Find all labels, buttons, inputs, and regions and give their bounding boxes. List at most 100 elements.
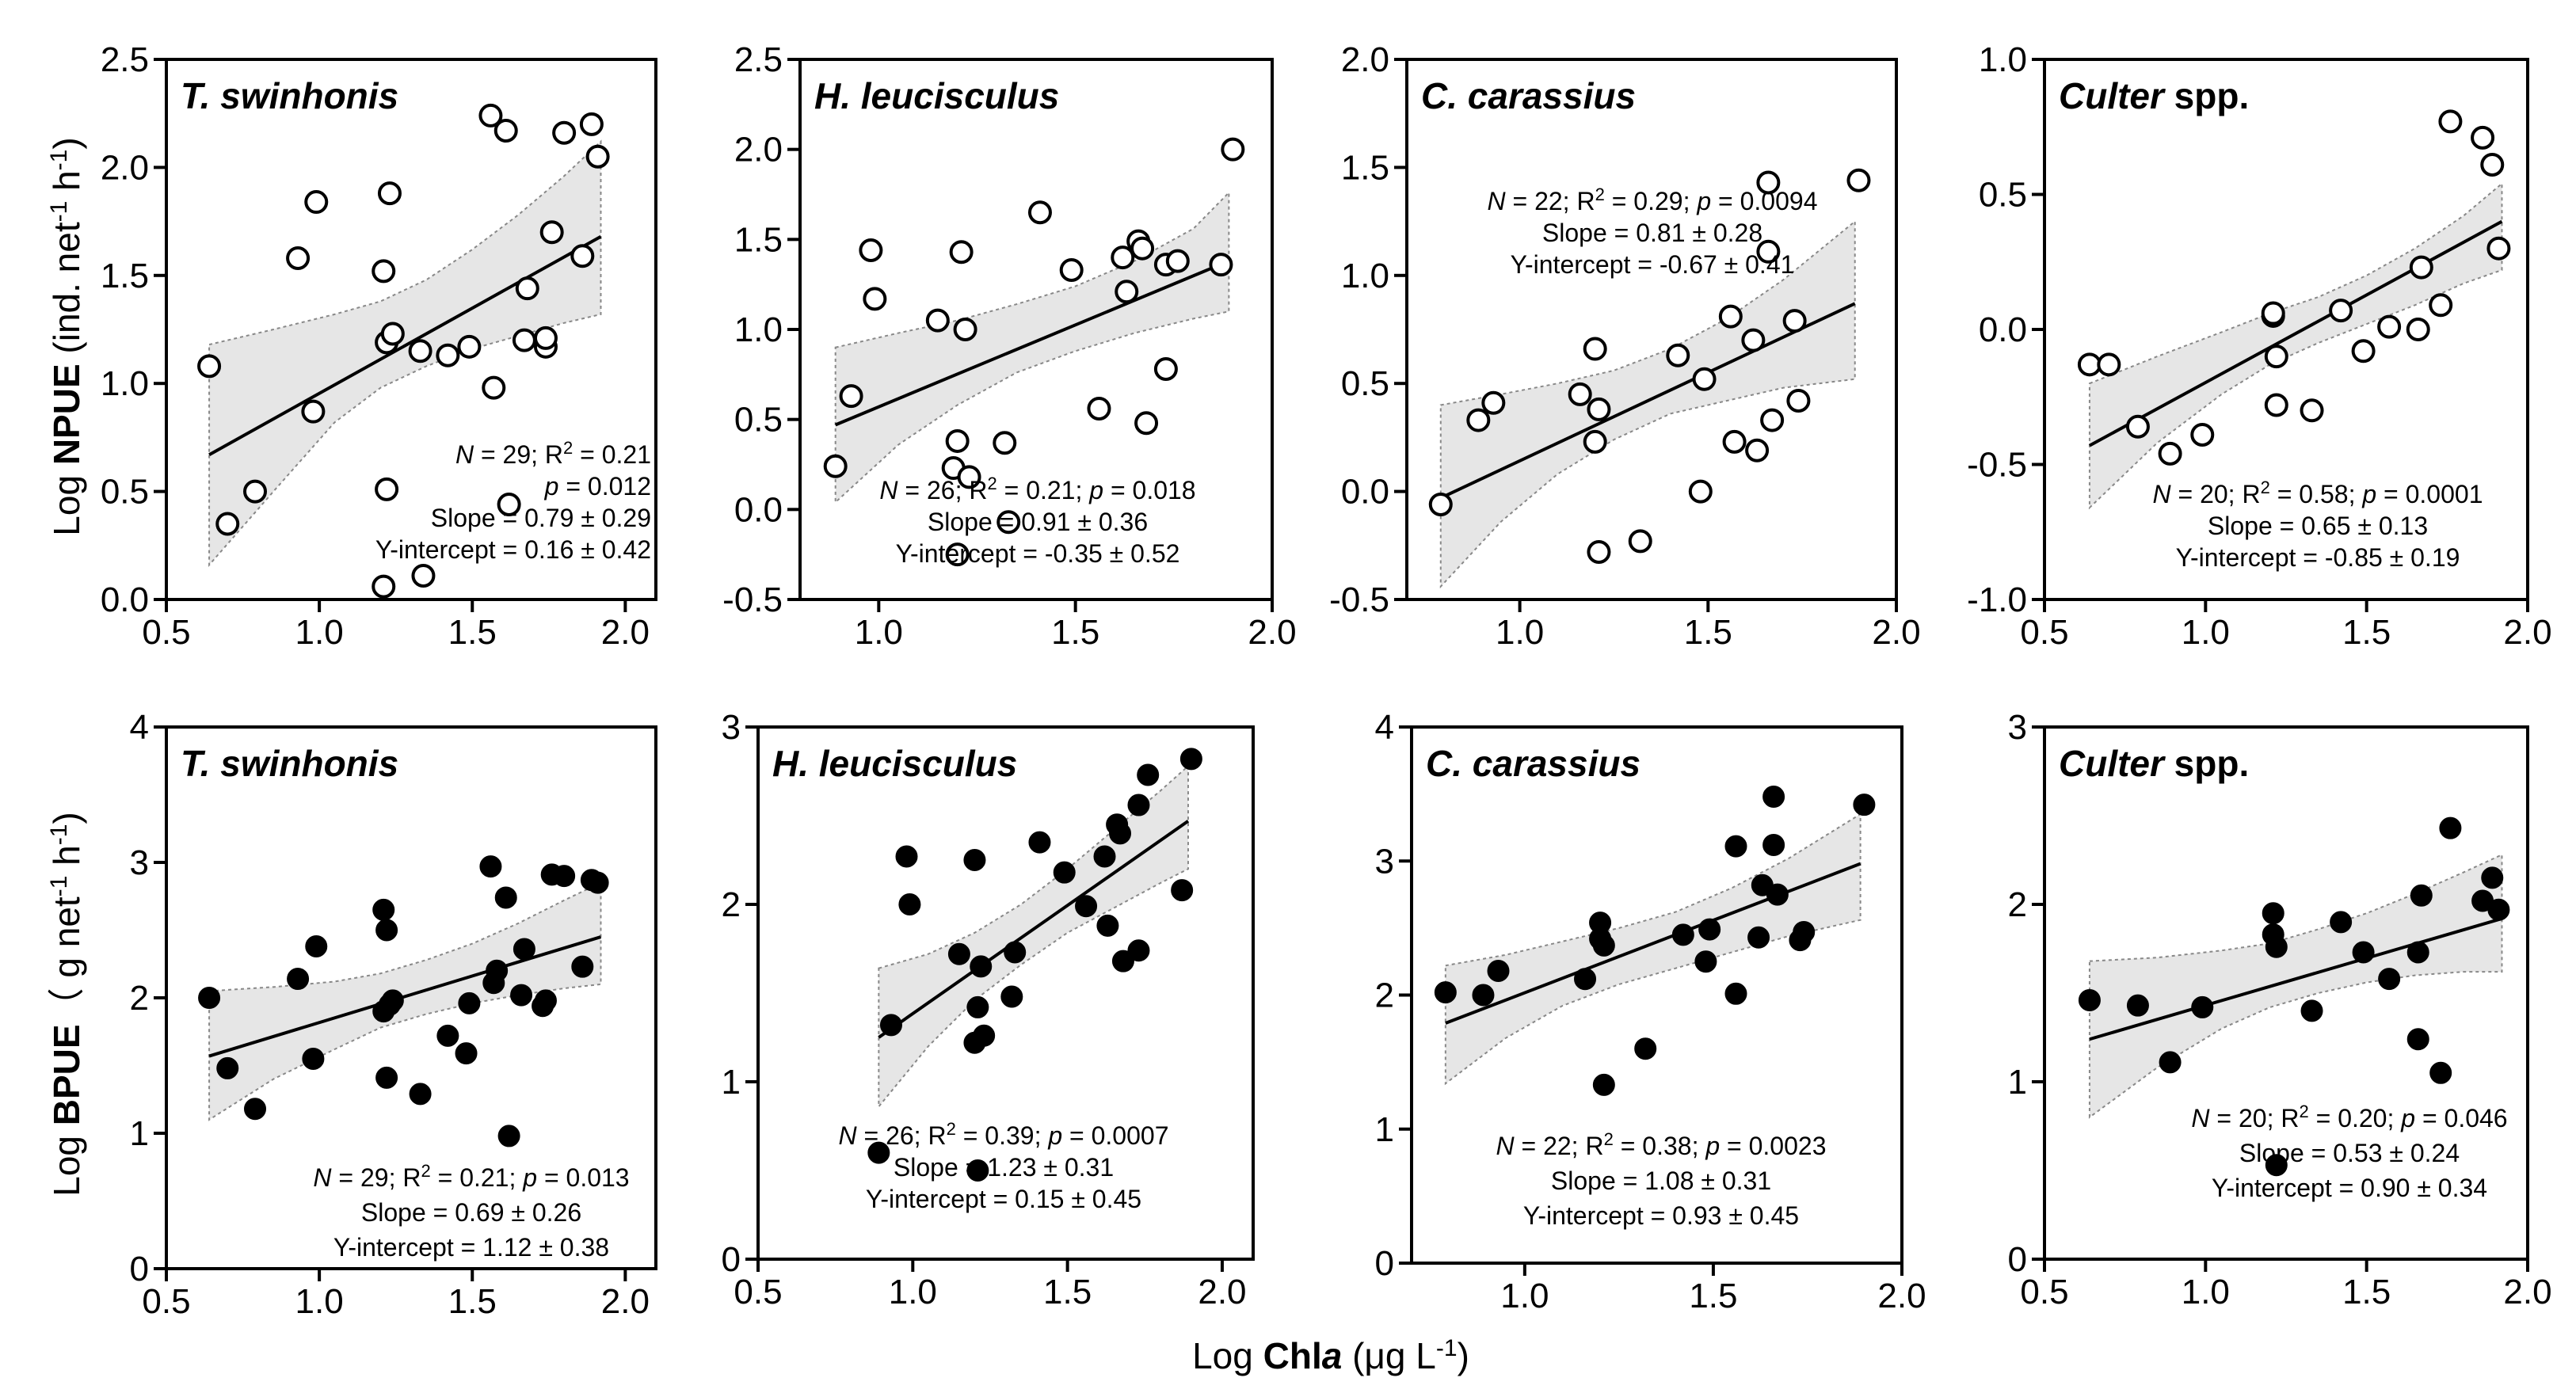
- data-point: [2480, 152, 2505, 177]
- panel-title: Culter spp.: [2059, 75, 2249, 116]
- data-point: [302, 1047, 325, 1070]
- panel-title: Culter spp.: [2059, 743, 2249, 784]
- y-tick-label: 2: [130, 979, 149, 1018]
- confidence-band: [878, 764, 1189, 1109]
- confidence-band: [208, 139, 602, 568]
- x-tick-label: 2.0: [1248, 613, 1296, 652]
- x-tick-label: 2.0: [601, 613, 650, 652]
- plot-frame: [2043, 725, 2529, 1261]
- data-point: [1756, 170, 1781, 195]
- data-point: [2300, 398, 2324, 423]
- data-point: [304, 190, 329, 215]
- y-tick-label: 4: [1375, 708, 1394, 747]
- stats-line: Slope = 1.08 ± 0.31: [1551, 1167, 1771, 1195]
- x-tick-label: 1.5: [2342, 613, 2391, 652]
- data-point: [2159, 1051, 2182, 1074]
- data-point: [287, 968, 310, 991]
- regression-line: [878, 820, 1190, 1039]
- data-point: [1587, 539, 1611, 564]
- data-point: [570, 244, 595, 268]
- data-point: [1481, 390, 1506, 415]
- y-tick-label: 1.0: [101, 364, 149, 403]
- data-point: [1487, 960, 1510, 983]
- y-tick-label: 0: [130, 1250, 149, 1288]
- confidence-band: [1439, 219, 1856, 589]
- data-point: [1209, 253, 1233, 277]
- y-tick-label: 2: [2008, 885, 2027, 924]
- stats-line: Y-intercept = 0.90 ± 0.34: [2212, 1174, 2487, 1202]
- data-point: [2190, 422, 2215, 447]
- y-tick-label: 0.0: [734, 490, 783, 529]
- x-tick-label: 1.5: [1051, 613, 1099, 652]
- data-point: [197, 354, 222, 379]
- y-tick-label: 1.5: [734, 220, 783, 259]
- stats-line: N = 22; R2 = 0.29; p = 0.0094: [1488, 185, 1818, 215]
- data-point: [436, 1024, 459, 1047]
- data-point: [925, 308, 950, 333]
- data-point: [2191, 995, 2214, 1018]
- data-point: [2438, 109, 2463, 134]
- data-point: [1671, 923, 1694, 946]
- x-tick-label: 2.0: [601, 1282, 650, 1321]
- y-tick-label: -0.5: [1329, 580, 1389, 619]
- stats-line: Y-intercept = 0.16 ± 0.42: [375, 535, 651, 564]
- data-point: [1698, 918, 1721, 941]
- data-point: [486, 959, 509, 982]
- data-point: [1053, 861, 1076, 884]
- data-point: [1628, 529, 1652, 554]
- data-point: [945, 542, 970, 567]
- data-point: [970, 955, 993, 978]
- data-point: [1853, 794, 1876, 816]
- stats-line: Y-intercept = -0.35 ± 0.52: [896, 539, 1180, 568]
- data-point: [2410, 884, 2433, 907]
- x-tick-label: 2.0: [1872, 613, 1920, 652]
- data-point: [1762, 833, 1785, 856]
- panel-title: C. carassius: [1421, 75, 1636, 116]
- y-tick-label: 3: [722, 708, 741, 747]
- regression-line: [2088, 219, 2503, 447]
- stats-line: N = 29; R2 = 0.21: [455, 438, 651, 469]
- y-tick-label: 4: [130, 708, 149, 747]
- x-axis-title: Log Chla (μg L-1): [1192, 1335, 1469, 1376]
- data-point: [859, 238, 883, 262]
- data-point: [993, 431, 1017, 455]
- y-tick-label: 1.0: [1341, 257, 1389, 295]
- data-point: [2261, 301, 2285, 325]
- regression-line: [1445, 862, 1862, 1025]
- data-point: [372, 574, 396, 599]
- data-point: [216, 1056, 239, 1079]
- data-point: [533, 325, 558, 350]
- panel-5: 0.5 1.0 1.5 2.0 0 1 2 3 4 T. swinhonis N = 29; R2 …: [130, 708, 657, 1321]
- data-point: [2078, 988, 2101, 1011]
- data-point: [482, 375, 506, 400]
- data-point: [497, 492, 521, 516]
- panels-layer: 0.5 1.0 1.5 2.00.00.51.01.52.02.5T. swinhon…: [101, 40, 2552, 1321]
- data-point: [1111, 245, 1135, 270]
- data-point: [879, 1014, 902, 1037]
- data-point: [243, 479, 268, 504]
- x-tick-label: 1.0: [1500, 1277, 1549, 1315]
- data-point: [1127, 794, 1150, 816]
- y-tick-label: 2.5: [734, 40, 783, 79]
- x-tick-label: 0.5: [734, 1273, 782, 1311]
- y-tick-label: 1: [1375, 1110, 1394, 1149]
- x-tick-label: 1.0: [2182, 613, 2230, 652]
- y-tick-label: -1.0: [1967, 580, 2027, 619]
- regression-line: [2089, 917, 2503, 1041]
- y-tick-label: 3: [2008, 708, 2027, 747]
- x-tick-label: 0.5: [142, 613, 190, 652]
- data-point: [1000, 985, 1023, 1008]
- y-tick-label: 1: [2008, 1063, 2027, 1102]
- stats-line: Y-intercept = 0.15 ± 0.45: [866, 1185, 1141, 1213]
- data-point: [493, 119, 518, 143]
- data-point: [436, 343, 460, 367]
- y-tick-label: 1.0: [734, 310, 783, 349]
- data-point: [1153, 357, 1178, 382]
- data-point: [513, 938, 535, 961]
- data-point: [579, 112, 604, 136]
- data-point: [380, 322, 405, 346]
- confidence-band: [834, 190, 1230, 504]
- y-tick-label: 2.0: [734, 131, 783, 169]
- data-point: [1127, 939, 1150, 962]
